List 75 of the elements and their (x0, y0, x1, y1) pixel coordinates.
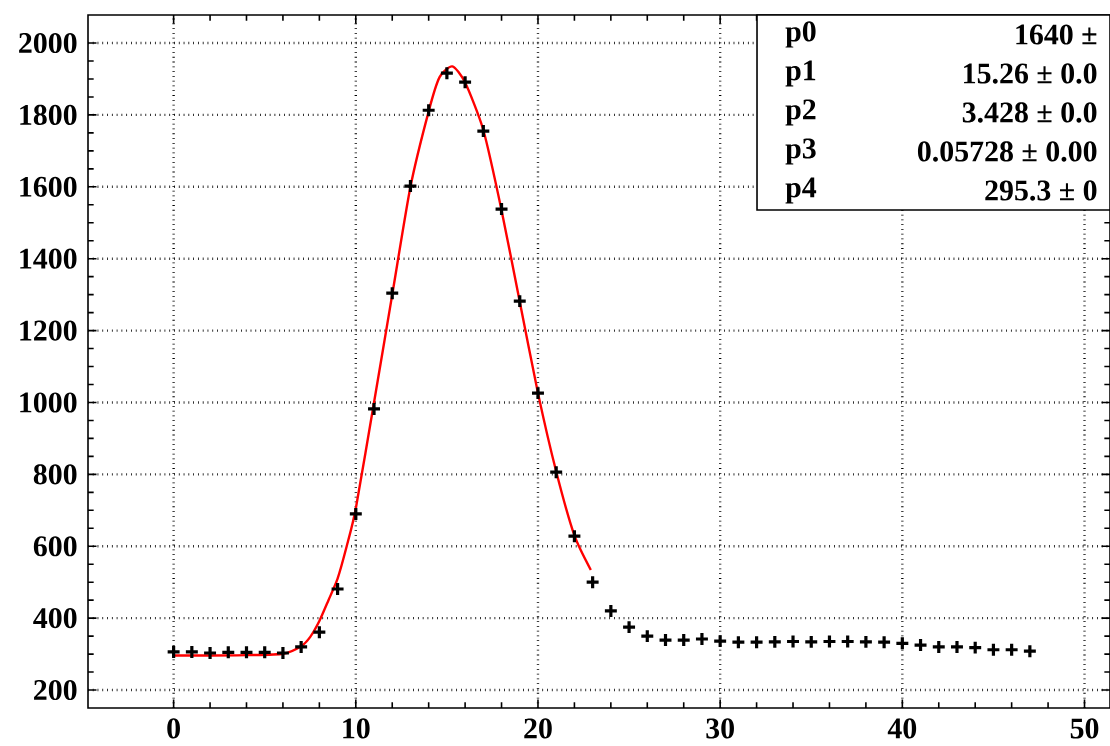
point (475, 123, 491, 139)
y-tick-label: 600 (33, 536, 77, 557)
point (676, 632, 692, 648)
point (876, 634, 892, 650)
annotation: 295.3 ± 0 (985, 180, 1097, 201)
point (275, 645, 291, 661)
point (840, 633, 856, 650)
y-tick-label: 800 (33, 464, 77, 485)
point (967, 640, 983, 656)
x-tick-label: 0 (167, 718, 180, 739)
point (858, 634, 874, 650)
point (293, 639, 309, 655)
y-tick-label: 1000 (20, 392, 77, 413)
point (657, 632, 674, 648)
point (348, 506, 364, 522)
point (366, 401, 382, 417)
point (530, 385, 546, 401)
point (949, 639, 965, 655)
point (184, 644, 200, 660)
point (712, 633, 728, 649)
point (457, 74, 473, 90)
annotation: 15.26 ± 0.0 (964, 63, 1097, 84)
y-tick-label: 2000 (19, 32, 77, 54)
point (985, 642, 1001, 658)
point (785, 633, 801, 650)
line-series (172, 65, 593, 657)
point (402, 178, 419, 194)
point (202, 645, 218, 661)
annotation: 0.05728 ± 0.00 (917, 141, 1097, 162)
annotation: 1640 ± (1016, 24, 1097, 45)
annotation: p2 (785, 99, 816, 126)
point (639, 628, 655, 644)
point (311, 624, 327, 640)
point (548, 464, 564, 480)
point (603, 603, 619, 619)
annotation: 3.428 ± 0.0 (962, 102, 1097, 123)
y-tick-label: 400 (33, 608, 77, 629)
annotation: p1 (785, 60, 816, 87)
x-tick-label: 10 (343, 718, 370, 739)
point (894, 635, 910, 651)
x-tick-label: 50 (1070, 718, 1099, 739)
y-tick-label: 1200 (20, 320, 77, 341)
point (493, 201, 510, 217)
point (257, 644, 273, 660)
y-tick-label: 200 (34, 679, 77, 701)
point (1004, 642, 1020, 658)
y-tick-label: 1800 (20, 104, 77, 125)
point (220, 644, 236, 660)
point (585, 574, 601, 590)
point (730, 634, 746, 650)
point (330, 581, 346, 597)
y-tick-label: 1600 (20, 176, 77, 197)
point (421, 102, 437, 118)
point (803, 634, 819, 650)
point (166, 644, 182, 660)
point (821, 633, 838, 650)
point (439, 65, 455, 81)
x-tick-label: 20 (524, 718, 552, 739)
annotation: p4 (785, 177, 817, 204)
point (566, 528, 582, 544)
point (384, 285, 400, 301)
point (912, 637, 929, 653)
x-tick-label: 40 (887, 718, 917, 739)
point (238, 644, 255, 660)
annotation: p3 (785, 138, 816, 165)
point (767, 634, 783, 650)
point (621, 619, 637, 635)
annotation: p0 (785, 21, 816, 48)
point (931, 639, 947, 655)
point (749, 634, 765, 650)
point (1022, 643, 1038, 659)
y-tick-label: 1400 (20, 248, 77, 269)
point (512, 293, 528, 309)
point (694, 631, 710, 647)
x-tick-label: 30 (706, 718, 734, 739)
